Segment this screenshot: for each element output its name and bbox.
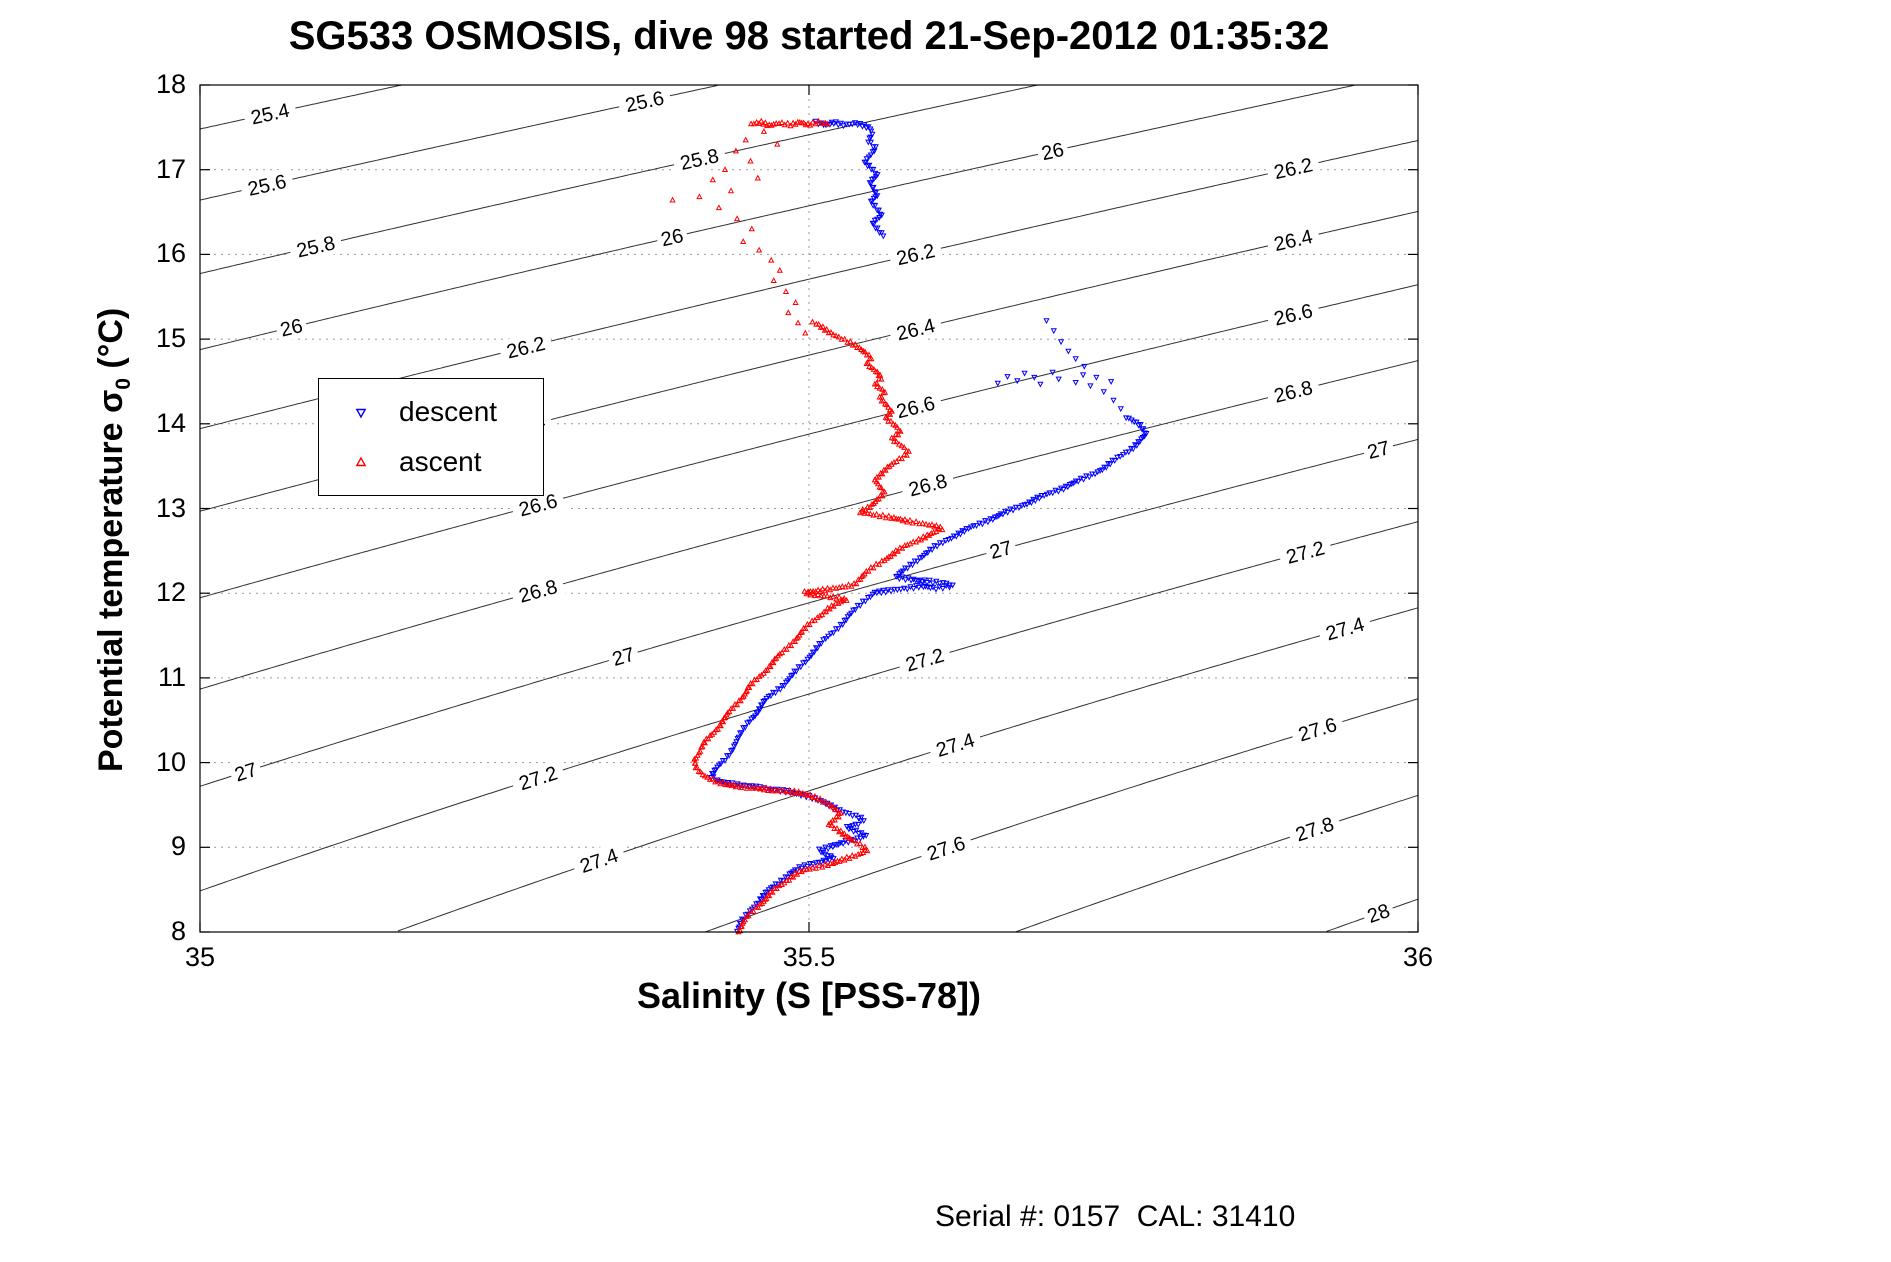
svg-text:25.4: 25.4 [249, 100, 292, 130]
svg-text:27: 27 [1365, 437, 1392, 464]
svg-text:25.6: 25.6 [246, 171, 289, 201]
svg-text:27.4: 27.4 [577, 845, 621, 878]
serial-caption: Serial #: 0157 CAL: 31410 [935, 1200, 1296, 1233]
svg-text:26: 26 [278, 315, 305, 342]
x-tick-label: 36 [1402, 942, 1434, 972]
svg-text:25.6: 25.6 [623, 87, 666, 117]
svg-text:26.8: 26.8 [1272, 377, 1315, 408]
legend-item-ascent: ascent [319, 446, 543, 478]
svg-text:27.2: 27.2 [1284, 537, 1327, 568]
svg-text:27.6: 27.6 [1296, 714, 1340, 746]
svg-text:27.4: 27.4 [1323, 614, 1366, 646]
svg-text:26.4: 26.4 [1272, 226, 1315, 256]
svg-text:26.4: 26.4 [894, 315, 937, 346]
chart-title: SG533 OSMOSIS, dive 98 started 21-Sep-20… [288, 14, 1330, 58]
svg-text:27.6: 27.6 [924, 832, 968, 865]
y-tick-label: 15 [155, 323, 186, 354]
svg-text:25.8: 25.8 [678, 145, 721, 175]
svg-text:26.6: 26.6 [1272, 300, 1315, 330]
y-tick-label: 16 [155, 238, 186, 269]
y-tick-label: 12 [155, 577, 186, 608]
svg-text:26.8: 26.8 [517, 576, 560, 608]
x-axis-label: Salinity (S [PSS-78]) [636, 975, 982, 1016]
svg-text:27.8: 27.8 [1293, 813, 1337, 846]
svg-text:26.6: 26.6 [894, 393, 937, 424]
legend-label-ascent: ascent [399, 445, 482, 477]
legend-label-descent: descent [399, 396, 498, 428]
svg-text:26: 26 [659, 225, 686, 251]
descent-triangle-down-icon [355, 409, 367, 419]
y-tick-label: 9 [170, 831, 186, 862]
y-tick-label: 8 [170, 916, 186, 946]
y-tick-label: 17 [155, 153, 186, 184]
svg-text:27.2: 27.2 [516, 762, 560, 795]
y-tick-label: 13 [155, 492, 186, 523]
y-tick-label: 18 [155, 69, 186, 99]
svg-text:27.4: 27.4 [934, 729, 978, 762]
ascent-triangle-up-icon [355, 456, 367, 466]
x-tick-label: 35.5 [782, 942, 836, 972]
y-tick-label: 10 [155, 746, 186, 777]
legend: descent ascent [318, 378, 544, 496]
svg-text:26: 26 [1040, 139, 1066, 165]
svg-text:26.2: 26.2 [1272, 154, 1315, 184]
svg-text:27.2: 27.2 [903, 645, 947, 677]
svg-text:25.8: 25.8 [294, 232, 337, 262]
legend-item-descent: descent [319, 396, 543, 428]
svg-text:26.8: 26.8 [906, 470, 949, 501]
svg-text:26.2: 26.2 [505, 333, 548, 364]
svg-text:26.2: 26.2 [894, 240, 937, 270]
y-tick-label: 11 [157, 661, 186, 692]
x-tick-label: 35 [184, 942, 216, 972]
y-tick-label: 14 [155, 407, 186, 438]
